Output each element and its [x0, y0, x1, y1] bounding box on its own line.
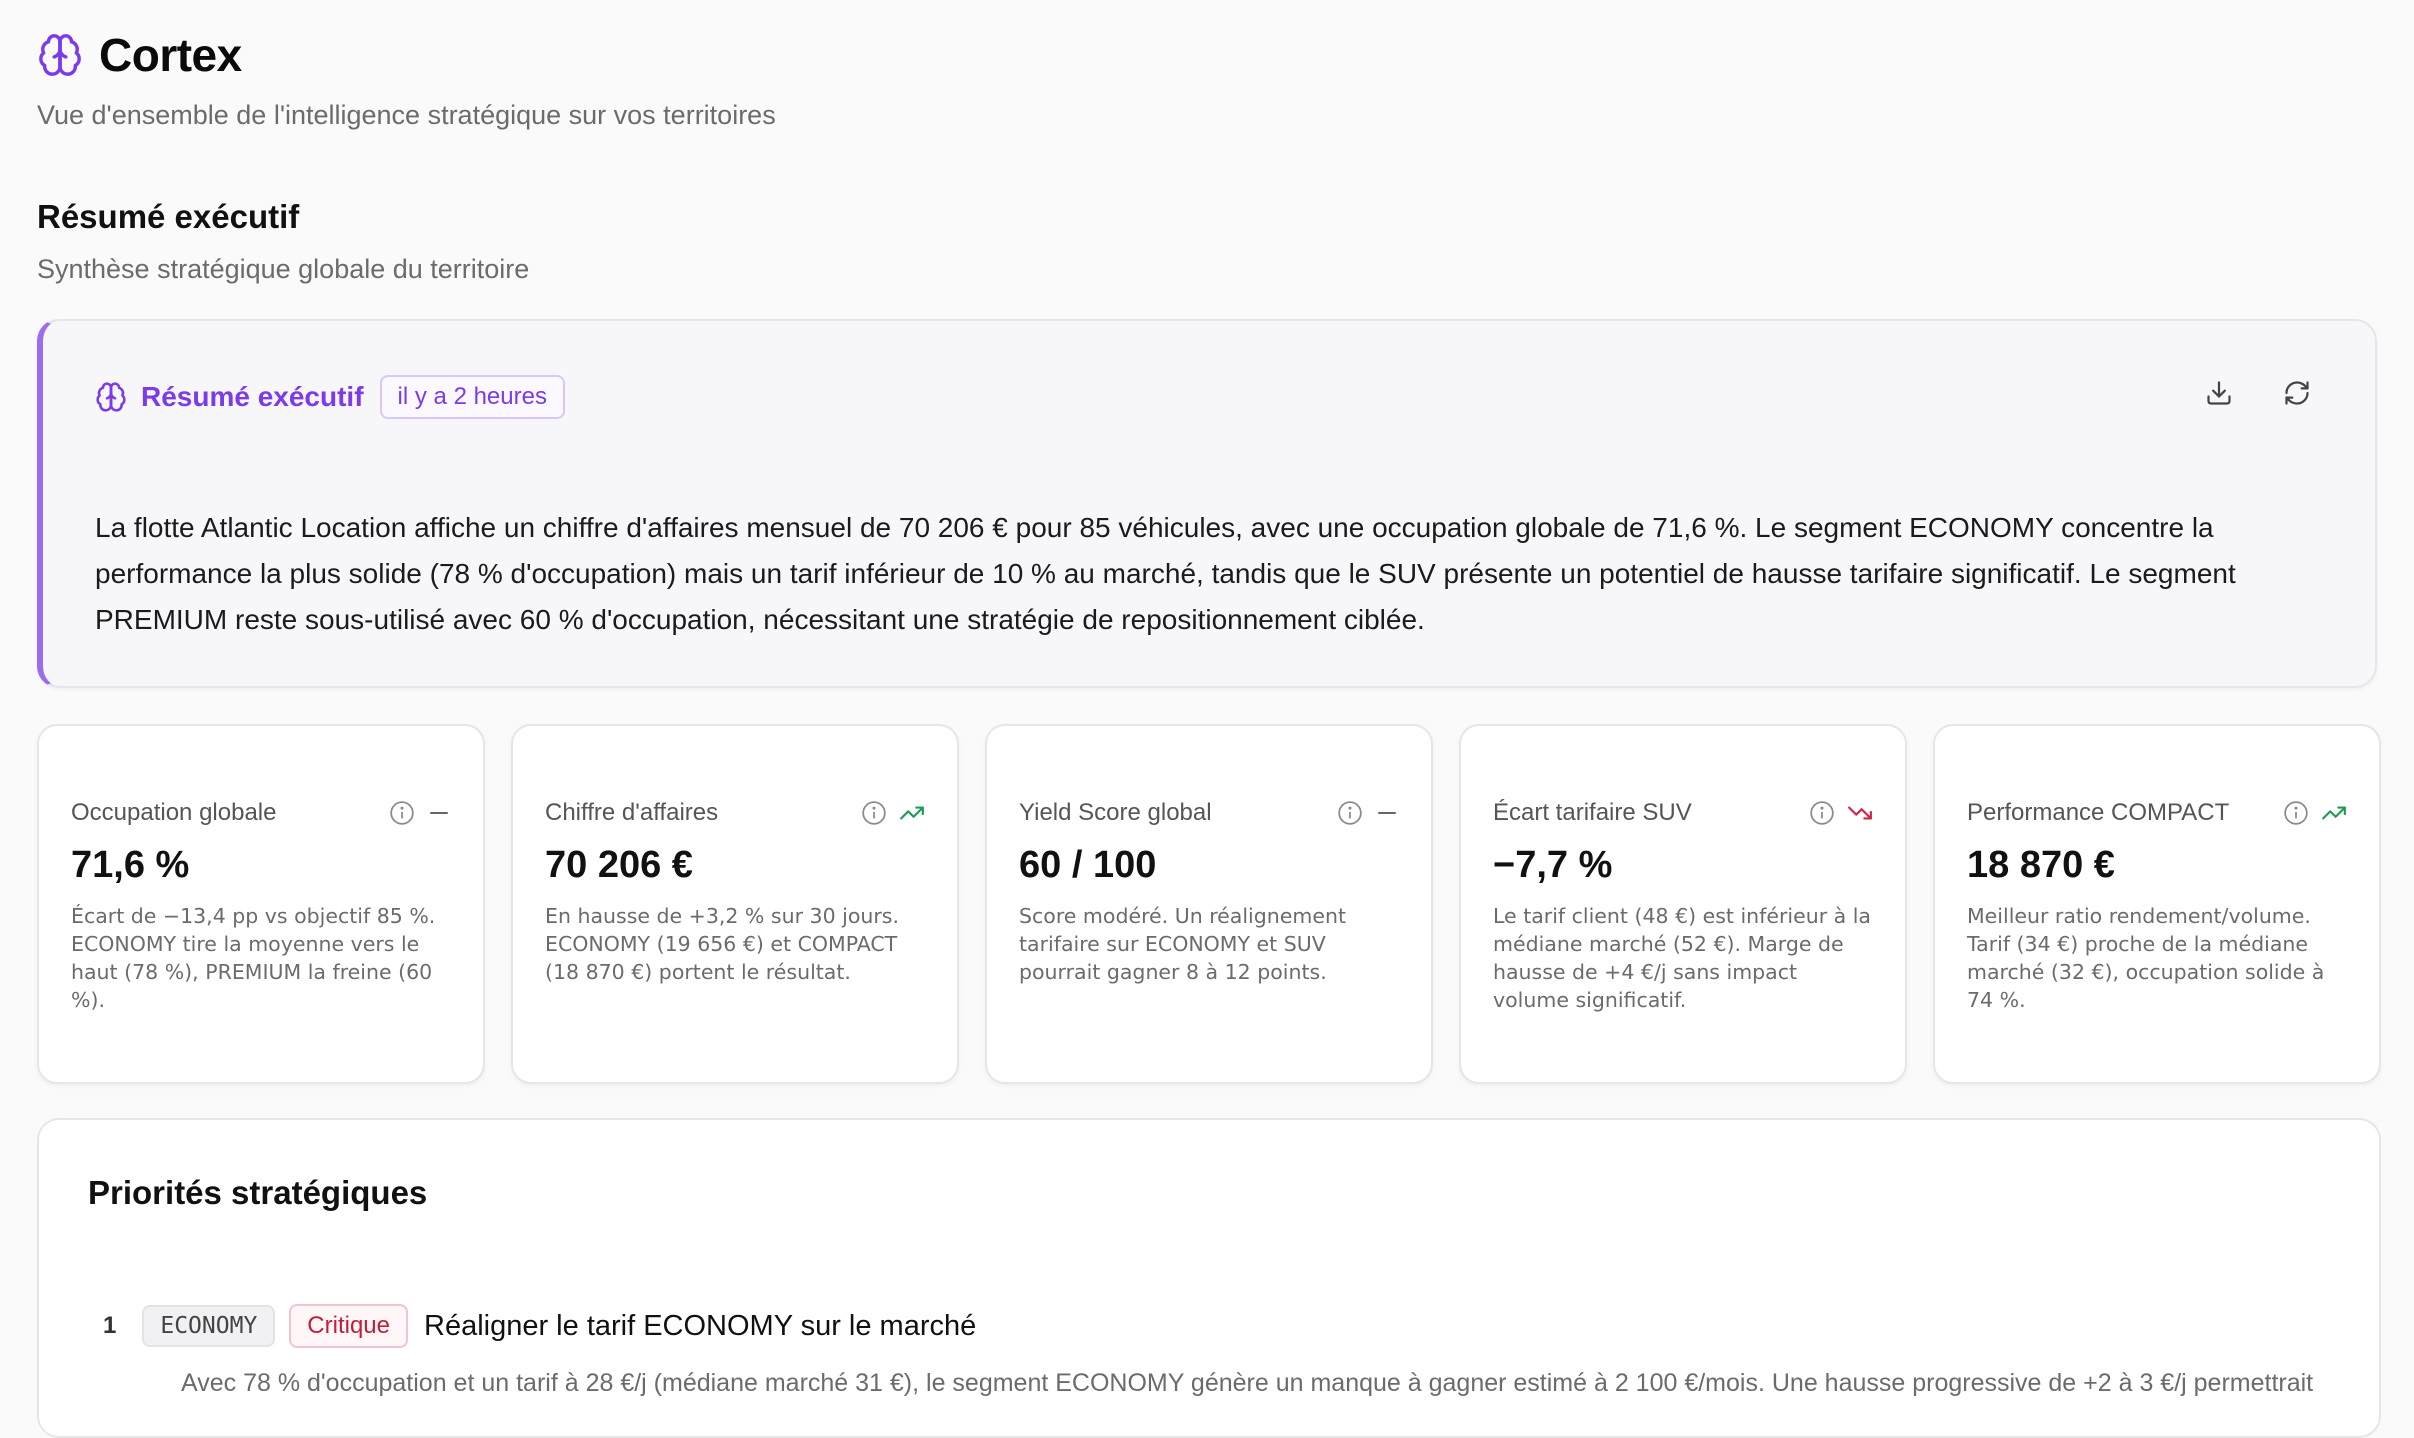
kpi-card: Yield Score global 60 / 100 Score modéré… — [985, 724, 1433, 1084]
kpi-card: Performance COMPACT 18 870 € Meilleur ra… — [1933, 724, 2381, 1084]
trend-flat-icon — [1378, 812, 1396, 814]
priorities-title: Priorités stratégiques — [88, 1174, 428, 1211]
priority-description: Avec 78 % d'occupation et un tarif à 28 … — [181, 1369, 2314, 1397]
download-button[interactable] — [2203, 377, 2235, 409]
segment-badge: ECONOMY — [142, 1305, 276, 1347]
summary-actions — [2203, 377, 2313, 409]
kpi-description: Le tarif client (48 €) est inférieur à l… — [1493, 904, 1871, 1012]
info-icon[interactable] — [2283, 800, 2309, 826]
kpi-description: Score modéré. Un réalignement tarifaire … — [1019, 904, 1346, 984]
executive-summary-card: Résumé exécutif il y a 2 heures La flott… — [37, 319, 2377, 688]
kpi-card: Écart tarifaire SUV −7,7 % Le tarif clie… — [1459, 724, 1907, 1084]
kpi-label: Performance COMPACT — [1967, 799, 2230, 826]
priority-title: Réaligner le tarif ECONOMY sur le marché — [424, 1309, 977, 1342]
strategic-priorities-card: Priorités stratégiques 1 ECONOMY Critiqu… — [37, 1118, 2381, 1438]
kpi-card: Chiffre d'affaires 70 206 € En hausse de… — [511, 724, 959, 1084]
trend-flat-icon — [430, 812, 448, 814]
kpi-label: Yield Score global — [1019, 799, 1212, 826]
kpi-label: Écart tarifaire SUV — [1493, 799, 1692, 826]
kpi-label: Occupation globale — [71, 799, 277, 826]
kpi-row: Occupation globale 71,6 % Écart de −13,4… — [37, 724, 2381, 1084]
summary-card-label: Résumé exécutif — [141, 381, 364, 412]
priority-item[interactable]: 1 ECONOMY Critique Réaligner le tarif EC… — [103, 1304, 2339, 1400]
info-icon[interactable] — [389, 800, 415, 826]
severity-badge: Critique — [289, 1304, 408, 1348]
summary-text: La flotte Atlantic Location affiche un c… — [95, 512, 2236, 635]
info-icon[interactable] — [861, 800, 887, 826]
section-title: Résumé exécutif — [37, 198, 300, 235]
brain-icon — [95, 381, 127, 413]
kpi-description: En hausse de +3,2 % sur 30 jours. ECONOM… — [545, 904, 900, 984]
refresh-button[interactable] — [2281, 377, 2313, 409]
trend-down-icon — [1848, 806, 1872, 820]
summary-card-header: Résumé exécutif il y a 2 heures — [95, 375, 565, 419]
kpi-label: Chiffre d'affaires — [545, 799, 719, 826]
kpi-description: Meilleur ratio rendement/volume. Tarif (… — [1967, 904, 2325, 1012]
info-icon[interactable] — [1337, 800, 1363, 826]
brand: Cortex — [37, 28, 776, 82]
info-icon[interactable] — [1809, 800, 1835, 826]
app-header: Cortex Vue d'ensemble de l'intelligence … — [37, 28, 776, 131]
trend-up-icon — [900, 806, 924, 820]
kpi-description: Écart de −13,4 pp vs objectif 85 %. ECON… — [71, 904, 436, 1012]
kpi-value: 60 / 100 — [1019, 844, 1157, 886]
app-title: Cortex — [99, 29, 242, 81]
kpi-value: 70 206 € — [545, 844, 693, 886]
trend-up-icon — [2322, 806, 2346, 820]
timestamp-badge: il y a 2 heures — [379, 375, 565, 419]
brain-icon — [37, 32, 83, 78]
kpi-value: 71,6 % — [71, 844, 190, 886]
priority-number: 1 — [103, 1312, 117, 1339]
kpi-value: −7,7 % — [1493, 844, 1613, 886]
app-subtitle: Vue d'ensemble de l'intelligence stratég… — [37, 100, 776, 130]
kpi-card: Occupation globale 71,6 % Écart de −13,4… — [37, 724, 485, 1084]
section-header: Résumé exécutif Synthèse stratégique glo… — [37, 198, 529, 285]
download-icon — [2207, 381, 2231, 405]
section-subtitle: Synthèse stratégique globale du territoi… — [37, 254, 530, 284]
kpi-value: 18 870 € — [1967, 844, 2115, 886]
refresh-icon — [2285, 381, 2309, 405]
